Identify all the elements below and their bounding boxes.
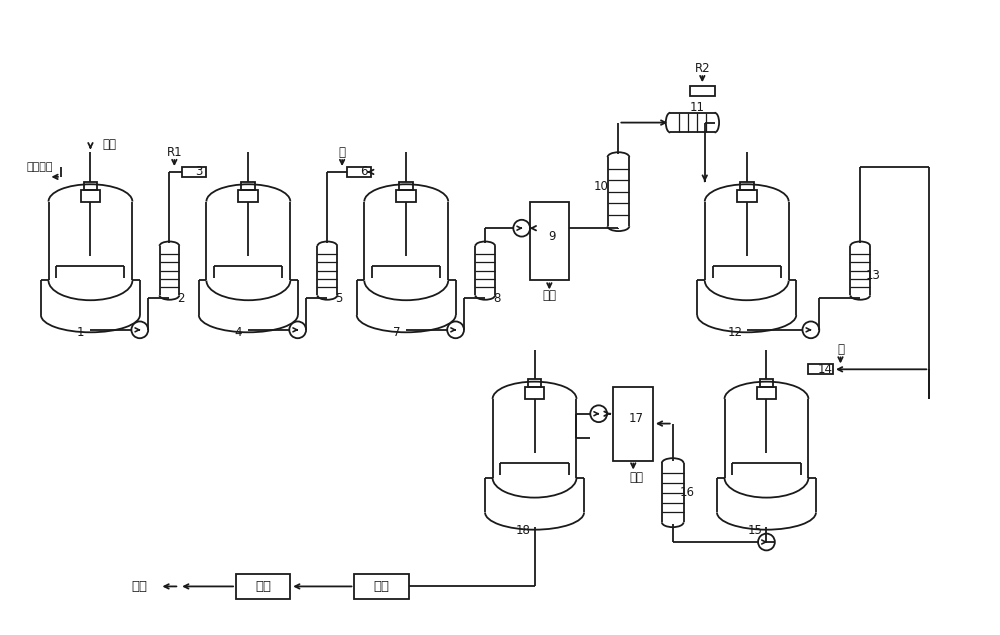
Bar bbox=[690, 86, 715, 96]
Bar bbox=[737, 190, 757, 201]
Text: 分离: 分离 bbox=[374, 580, 390, 593]
Bar bbox=[347, 167, 371, 177]
Text: 11: 11 bbox=[690, 102, 705, 114]
Text: 废水: 废水 bbox=[629, 471, 643, 485]
Text: 6: 6 bbox=[360, 166, 368, 178]
Bar bbox=[528, 379, 541, 387]
Bar bbox=[241, 182, 255, 190]
Text: 14: 14 bbox=[818, 363, 833, 376]
Text: 8: 8 bbox=[493, 291, 501, 305]
Text: R1: R1 bbox=[167, 145, 182, 159]
Bar bbox=[182, 167, 206, 177]
Text: 15: 15 bbox=[747, 524, 762, 537]
Bar bbox=[238, 190, 258, 201]
Bar bbox=[525, 387, 544, 399]
Text: 烘干: 烘干 bbox=[255, 580, 271, 593]
Text: 1: 1 bbox=[77, 326, 84, 339]
Text: 13: 13 bbox=[866, 269, 880, 282]
Bar bbox=[808, 364, 833, 374]
Bar bbox=[354, 574, 409, 599]
Text: 4: 4 bbox=[235, 326, 242, 339]
Bar bbox=[613, 387, 653, 460]
Text: 5: 5 bbox=[335, 291, 343, 305]
Bar bbox=[81, 190, 100, 201]
Text: 产品: 产品 bbox=[132, 580, 148, 593]
Text: 17: 17 bbox=[629, 412, 644, 425]
Text: 3: 3 bbox=[195, 166, 203, 178]
Text: 三聚氯氰: 三聚氯氰 bbox=[26, 162, 53, 172]
Text: 12: 12 bbox=[727, 326, 742, 339]
Text: 溶剂: 溶剂 bbox=[102, 138, 116, 150]
Bar bbox=[236, 574, 290, 599]
Text: 碱: 碱 bbox=[837, 343, 844, 356]
Bar bbox=[399, 182, 413, 190]
Text: 16: 16 bbox=[680, 486, 695, 499]
Bar bbox=[84, 182, 97, 190]
Text: 18: 18 bbox=[515, 524, 530, 537]
Bar bbox=[760, 379, 773, 387]
Text: 9: 9 bbox=[549, 230, 556, 243]
Text: 2: 2 bbox=[177, 291, 185, 305]
Bar bbox=[757, 387, 776, 399]
Text: 废水: 废水 bbox=[542, 289, 556, 302]
Text: 碱: 碱 bbox=[339, 145, 346, 159]
Text: 10: 10 bbox=[593, 180, 608, 193]
Bar bbox=[530, 201, 569, 281]
Bar bbox=[396, 190, 416, 201]
Text: 7: 7 bbox=[393, 326, 400, 339]
Bar bbox=[740, 182, 754, 190]
Text: R2: R2 bbox=[694, 62, 710, 75]
